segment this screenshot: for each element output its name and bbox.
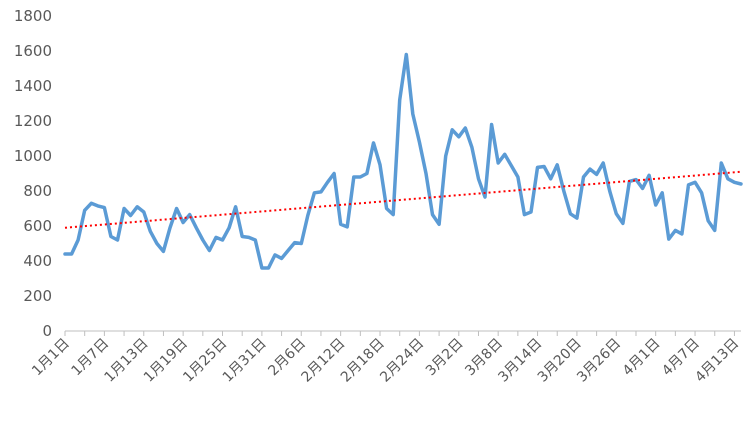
x-axis: 1月1日1月7日1月13日1月19日1月25日1月31日2月6日2月12日2月1… [29, 330, 742, 386]
y-tick-label-1000: 1000 [14, 147, 52, 165]
y-tick-label-600: 600 [23, 217, 52, 235]
x-tick-label: 4月13日 [692, 336, 742, 386]
y-tick-label-1200: 1200 [14, 112, 52, 130]
series-line [63, 52, 743, 270]
x-tick-label: 1月1日 [29, 336, 73, 380]
y-tick-label-1400: 1400 [14, 77, 52, 95]
y-tick-label-800: 800 [23, 182, 52, 200]
x-tick-label: 4月1日 [620, 336, 664, 380]
trend-line [64, 170, 742, 229]
x-tick-label: 3月2日 [423, 336, 467, 380]
y-axis: 0 200 400 600 800 1000 1200 1400 1600 1800 [14, 7, 52, 340]
y-tick-label-0: 0 [42, 322, 52, 340]
x-tick-label: 2月24日 [377, 336, 427, 386]
x-tick-label: 1月31日 [220, 336, 270, 386]
series-group [63, 52, 743, 270]
x-tick-label: 3月26日 [574, 336, 624, 386]
y-tick-label-1600: 1600 [14, 42, 52, 60]
y-tick-label-1800: 1800 [14, 7, 52, 25]
y-tick-label-400: 400 [23, 252, 52, 270]
y-tick-label-200: 200 [23, 287, 52, 305]
